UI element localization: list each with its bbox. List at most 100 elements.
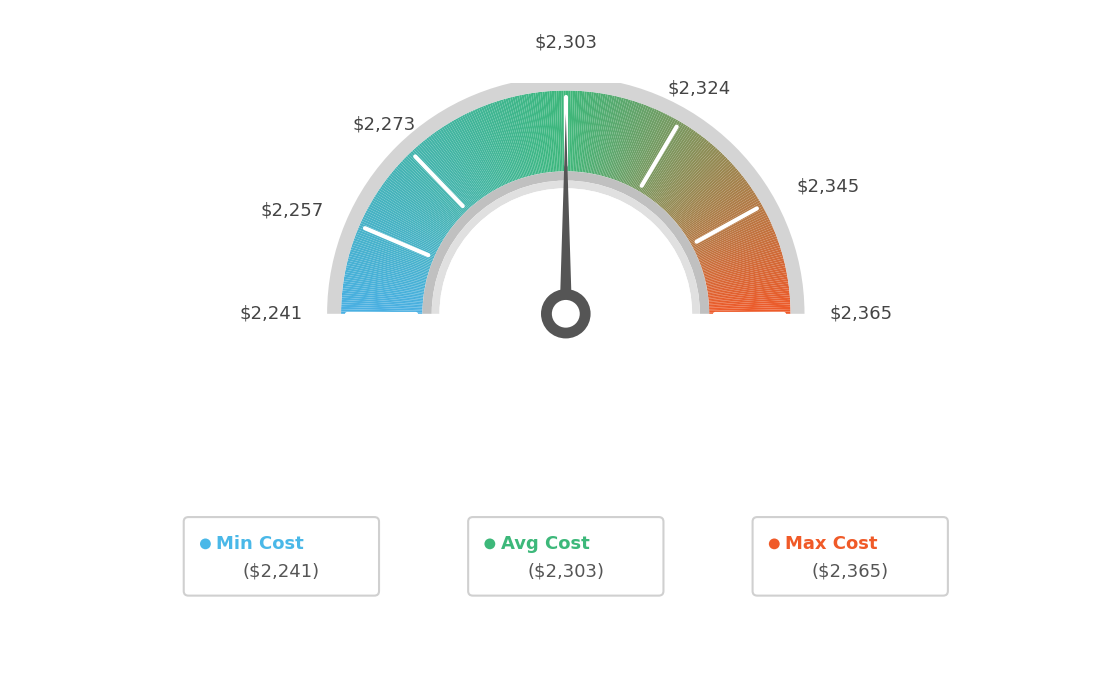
Wedge shape (709, 311, 790, 314)
Wedge shape (521, 95, 539, 174)
Wedge shape (499, 100, 524, 178)
Circle shape (541, 289, 591, 338)
Wedge shape (341, 304, 423, 309)
Wedge shape (559, 90, 563, 171)
Wedge shape (709, 295, 790, 304)
Wedge shape (508, 97, 530, 176)
Wedge shape (411, 151, 468, 211)
Wedge shape (612, 102, 639, 179)
Wedge shape (665, 152, 723, 212)
Wedge shape (510, 97, 532, 176)
Wedge shape (563, 90, 565, 171)
Wedge shape (657, 141, 711, 205)
Wedge shape (630, 115, 670, 188)
Wedge shape (588, 93, 603, 173)
Wedge shape (708, 279, 788, 293)
Wedge shape (538, 92, 550, 172)
Wedge shape (598, 97, 619, 175)
Wedge shape (692, 208, 765, 248)
Wedge shape (546, 91, 555, 172)
Wedge shape (404, 157, 464, 215)
Wedge shape (680, 179, 746, 229)
Wedge shape (343, 284, 424, 296)
Wedge shape (636, 119, 678, 190)
Wedge shape (676, 170, 739, 223)
Wedge shape (705, 265, 786, 284)
Wedge shape (488, 104, 518, 180)
Wedge shape (611, 101, 637, 179)
Wedge shape (593, 95, 611, 174)
Wedge shape (514, 96, 534, 175)
Wedge shape (341, 309, 423, 313)
Wedge shape (421, 141, 475, 205)
Wedge shape (709, 302, 790, 308)
Wedge shape (594, 95, 613, 175)
Wedge shape (576, 91, 585, 172)
Wedge shape (707, 267, 786, 286)
Wedge shape (349, 251, 428, 275)
Wedge shape (705, 263, 785, 283)
Wedge shape (677, 173, 742, 226)
Wedge shape (569, 90, 573, 171)
Wedge shape (577, 91, 587, 172)
Wedge shape (552, 91, 559, 172)
Wedge shape (358, 227, 434, 260)
Wedge shape (637, 121, 680, 191)
Wedge shape (459, 116, 499, 188)
Wedge shape (423, 140, 476, 204)
Wedge shape (684, 188, 753, 235)
Wedge shape (635, 118, 676, 190)
Wedge shape (701, 238, 778, 267)
Wedge shape (686, 190, 754, 236)
Wedge shape (540, 92, 551, 172)
Wedge shape (607, 100, 633, 178)
Wedge shape (654, 137, 705, 202)
Wedge shape (542, 92, 552, 172)
Wedge shape (352, 243, 429, 270)
Wedge shape (461, 115, 501, 188)
Wedge shape (354, 236, 432, 266)
Circle shape (485, 538, 496, 549)
Wedge shape (648, 130, 696, 198)
Wedge shape (624, 110, 659, 184)
Wedge shape (626, 111, 661, 185)
Wedge shape (367, 208, 439, 248)
Wedge shape (582, 92, 594, 172)
Wedge shape (355, 234, 432, 264)
Wedge shape (699, 232, 776, 263)
Wedge shape (698, 225, 773, 259)
Wedge shape (369, 204, 440, 245)
Wedge shape (439, 188, 692, 314)
Wedge shape (346, 267, 425, 286)
Wedge shape (677, 171, 741, 224)
Wedge shape (565, 90, 569, 171)
Text: ($2,303): ($2,303) (528, 562, 604, 580)
Wedge shape (686, 193, 755, 237)
Wedge shape (342, 286, 424, 297)
Wedge shape (581, 92, 592, 172)
Wedge shape (556, 90, 561, 172)
Wedge shape (456, 118, 497, 190)
Wedge shape (495, 101, 521, 179)
Wedge shape (660, 146, 716, 208)
Wedge shape (620, 107, 652, 182)
Wedge shape (661, 148, 718, 209)
Wedge shape (426, 137, 478, 202)
Wedge shape (353, 238, 431, 267)
Wedge shape (327, 77, 805, 314)
Wedge shape (633, 116, 672, 188)
Wedge shape (347, 261, 426, 282)
Wedge shape (348, 258, 427, 280)
Wedge shape (651, 135, 702, 200)
Wedge shape (394, 168, 457, 222)
Wedge shape (342, 293, 423, 302)
Wedge shape (464, 114, 502, 187)
Wedge shape (697, 221, 771, 256)
Wedge shape (444, 126, 489, 195)
Polygon shape (560, 114, 572, 314)
Wedge shape (693, 210, 766, 249)
Wedge shape (526, 94, 542, 174)
Wedge shape (697, 223, 772, 257)
Wedge shape (346, 265, 426, 284)
Wedge shape (535, 92, 548, 172)
